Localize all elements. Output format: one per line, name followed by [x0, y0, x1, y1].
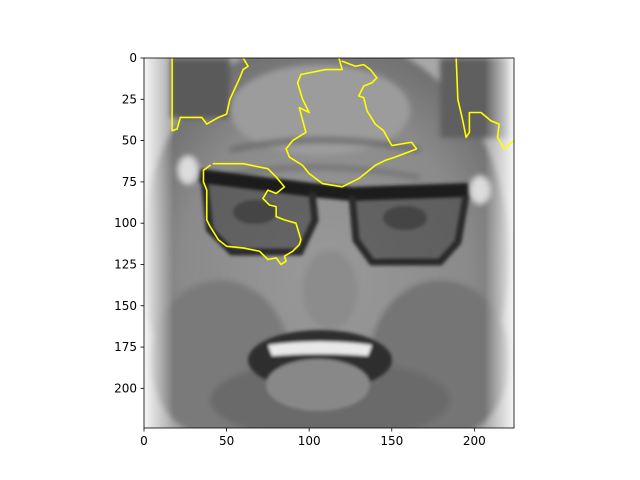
x-tick-label: 50 [219, 434, 234, 448]
y-tick-label: 75 [122, 175, 137, 189]
y-tick-label: 150 [114, 299, 137, 313]
y-tick-label: 200 [114, 381, 137, 395]
contour-top-left-hair [171, 58, 249, 132]
y-tick-label: 175 [114, 340, 137, 354]
contour-forehead [285, 58, 418, 188]
overlay-contours [171, 58, 514, 266]
x-tick-label: 150 [380, 434, 403, 448]
y-tick-label: 50 [122, 134, 137, 148]
x-tick-label: 100 [298, 434, 321, 448]
x-tick-label: 200 [463, 434, 486, 448]
axes-frame [143, 57, 515, 429]
contour-top-right-hair [455, 58, 514, 150]
y-axis: 0 25 50 75 100 125 150 175 200 [114, 51, 144, 395]
contour-left-eye-region [202, 162, 302, 266]
x-tick-label: 0 [140, 434, 148, 448]
y-tick-label: 125 [114, 257, 137, 271]
x-axis: 0 50 100 150 200 [140, 428, 486, 448]
y-tick-label: 25 [122, 92, 137, 106]
y-tick-label: 100 [114, 216, 137, 230]
y-tick-label: 0 [129, 51, 137, 65]
face-image [144, 58, 514, 428]
